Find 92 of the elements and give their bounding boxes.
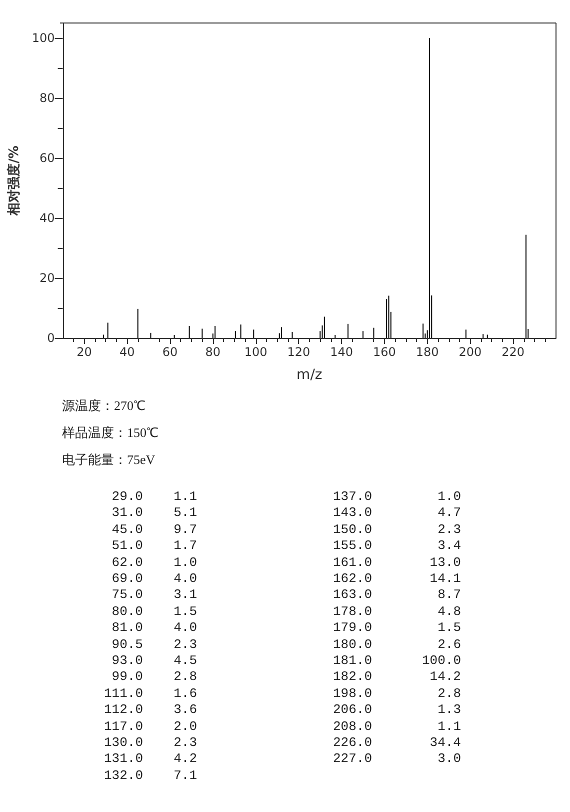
text: 117.0 [102, 718, 143, 734]
text: 2.3 [436, 522, 461, 537]
text: 样品温度：150℃ [62, 425, 158, 440]
text: 1.0 [174, 554, 197, 570]
text: 182.0 [332, 669, 372, 684]
text: 45.0 [110, 522, 143, 537]
text: 163.0 [332, 587, 372, 602]
text: 130.0 [102, 735, 143, 750]
text: 155.0 [332, 538, 372, 554]
text: 3.0 [436, 751, 461, 766]
text: 3.1 [174, 587, 197, 602]
text: 4.2 [174, 751, 197, 766]
text: 178.0 [332, 604, 372, 619]
text: 7.1 [174, 768, 197, 783]
text: 1.1 [174, 489, 197, 504]
text: 5.1 [174, 505, 197, 520]
y-tick-label: 40 [40, 211, 55, 225]
y-tick-label: 20 [40, 271, 55, 285]
text: 180.0 [332, 636, 372, 652]
text: 181.0 [332, 653, 372, 668]
text: 162.0 [332, 571, 372, 586]
x-tick-label: 160 [373, 345, 396, 359]
text: 9.7 [174, 522, 197, 537]
y-tick-label: 80 [40, 91, 55, 105]
text: 62.0 [110, 554, 143, 570]
text: 4.0 [174, 571, 197, 586]
text: 99.0 [110, 669, 143, 684]
text: 137.0 [332, 489, 372, 504]
y-tick-label: 100 [32, 31, 55, 45]
x-tick-label: 60 [162, 345, 178, 359]
text: 2.3 [174, 735, 197, 750]
text: 90.5 [110, 636, 143, 652]
x-axis-title: m/z [296, 367, 322, 383]
text: 31.0 [110, 505, 143, 520]
text: 51.0 [110, 538, 143, 554]
text: 80.0 [110, 604, 143, 619]
text: 3.4 [436, 538, 461, 554]
text: 150.0 [332, 522, 372, 537]
x-tick-label: 20 [76, 345, 92, 359]
x-tick-label: 220 [502, 345, 525, 359]
x-tick-label: 120 [287, 345, 310, 359]
text: 源温度：270℃ [62, 398, 146, 413]
text: 2.8 [436, 686, 461, 701]
text: 198.0 [332, 686, 372, 701]
text: 4.0 [174, 620, 197, 636]
text: 179.0 [332, 620, 372, 636]
text: 206.0 [332, 702, 372, 718]
text: 143.0 [332, 505, 372, 520]
x-tick-label: 100 [244, 345, 268, 359]
text: 2.6 [436, 636, 461, 652]
text: 69.0 [110, 571, 143, 586]
x-tick-label: 140 [330, 345, 354, 359]
text: 100.0 [420, 653, 461, 668]
text: 14.1 [428, 571, 461, 586]
text: 4.7 [436, 505, 461, 520]
text: 1.1 [436, 718, 461, 734]
text: 208.0 [332, 718, 372, 734]
text: 1.7 [174, 538, 197, 554]
text: 81.0 [110, 620, 143, 636]
text: 161.0 [332, 554, 372, 570]
y-tick-label: 60 [40, 151, 55, 165]
text: 1.0 [436, 489, 461, 504]
text: 4.5 [174, 653, 197, 668]
text: 2.0 [174, 718, 197, 734]
text: 14.2 [428, 669, 461, 684]
y-tick-label: 0 [47, 331, 55, 345]
text: 226.0 [332, 735, 372, 750]
text: 3.6 [174, 702, 197, 718]
text: 1.3 [436, 702, 461, 718]
text: 1.5 [174, 604, 197, 619]
text: 131.0 [102, 751, 143, 766]
text: 111.0 [102, 686, 143, 701]
text: 2.8 [174, 669, 197, 684]
text: 93.0 [110, 653, 143, 668]
text: 29.0 [110, 489, 143, 504]
y-axis-title: 相对强度/% [6, 146, 22, 216]
text: 227.0 [332, 751, 372, 766]
text: 112.0 [102, 702, 143, 718]
text: 34.4 [428, 735, 461, 750]
text: 8.7 [436, 587, 461, 602]
text: 75.0 [110, 587, 143, 602]
text: 132.0 [102, 768, 143, 783]
text: 1.5 [436, 620, 461, 636]
x-tick-label: 180 [416, 345, 439, 359]
text: 电子能量：75eV [62, 452, 156, 467]
x-tick-label: 40 [119, 345, 135, 359]
text: 4.8 [436, 604, 461, 619]
text: 1.6 [174, 686, 197, 701]
text: 13.0 [428, 554, 461, 570]
x-tick-label: 80 [205, 345, 221, 359]
text: 2.3 [174, 636, 197, 652]
x-tick-label: 200 [458, 345, 482, 359]
